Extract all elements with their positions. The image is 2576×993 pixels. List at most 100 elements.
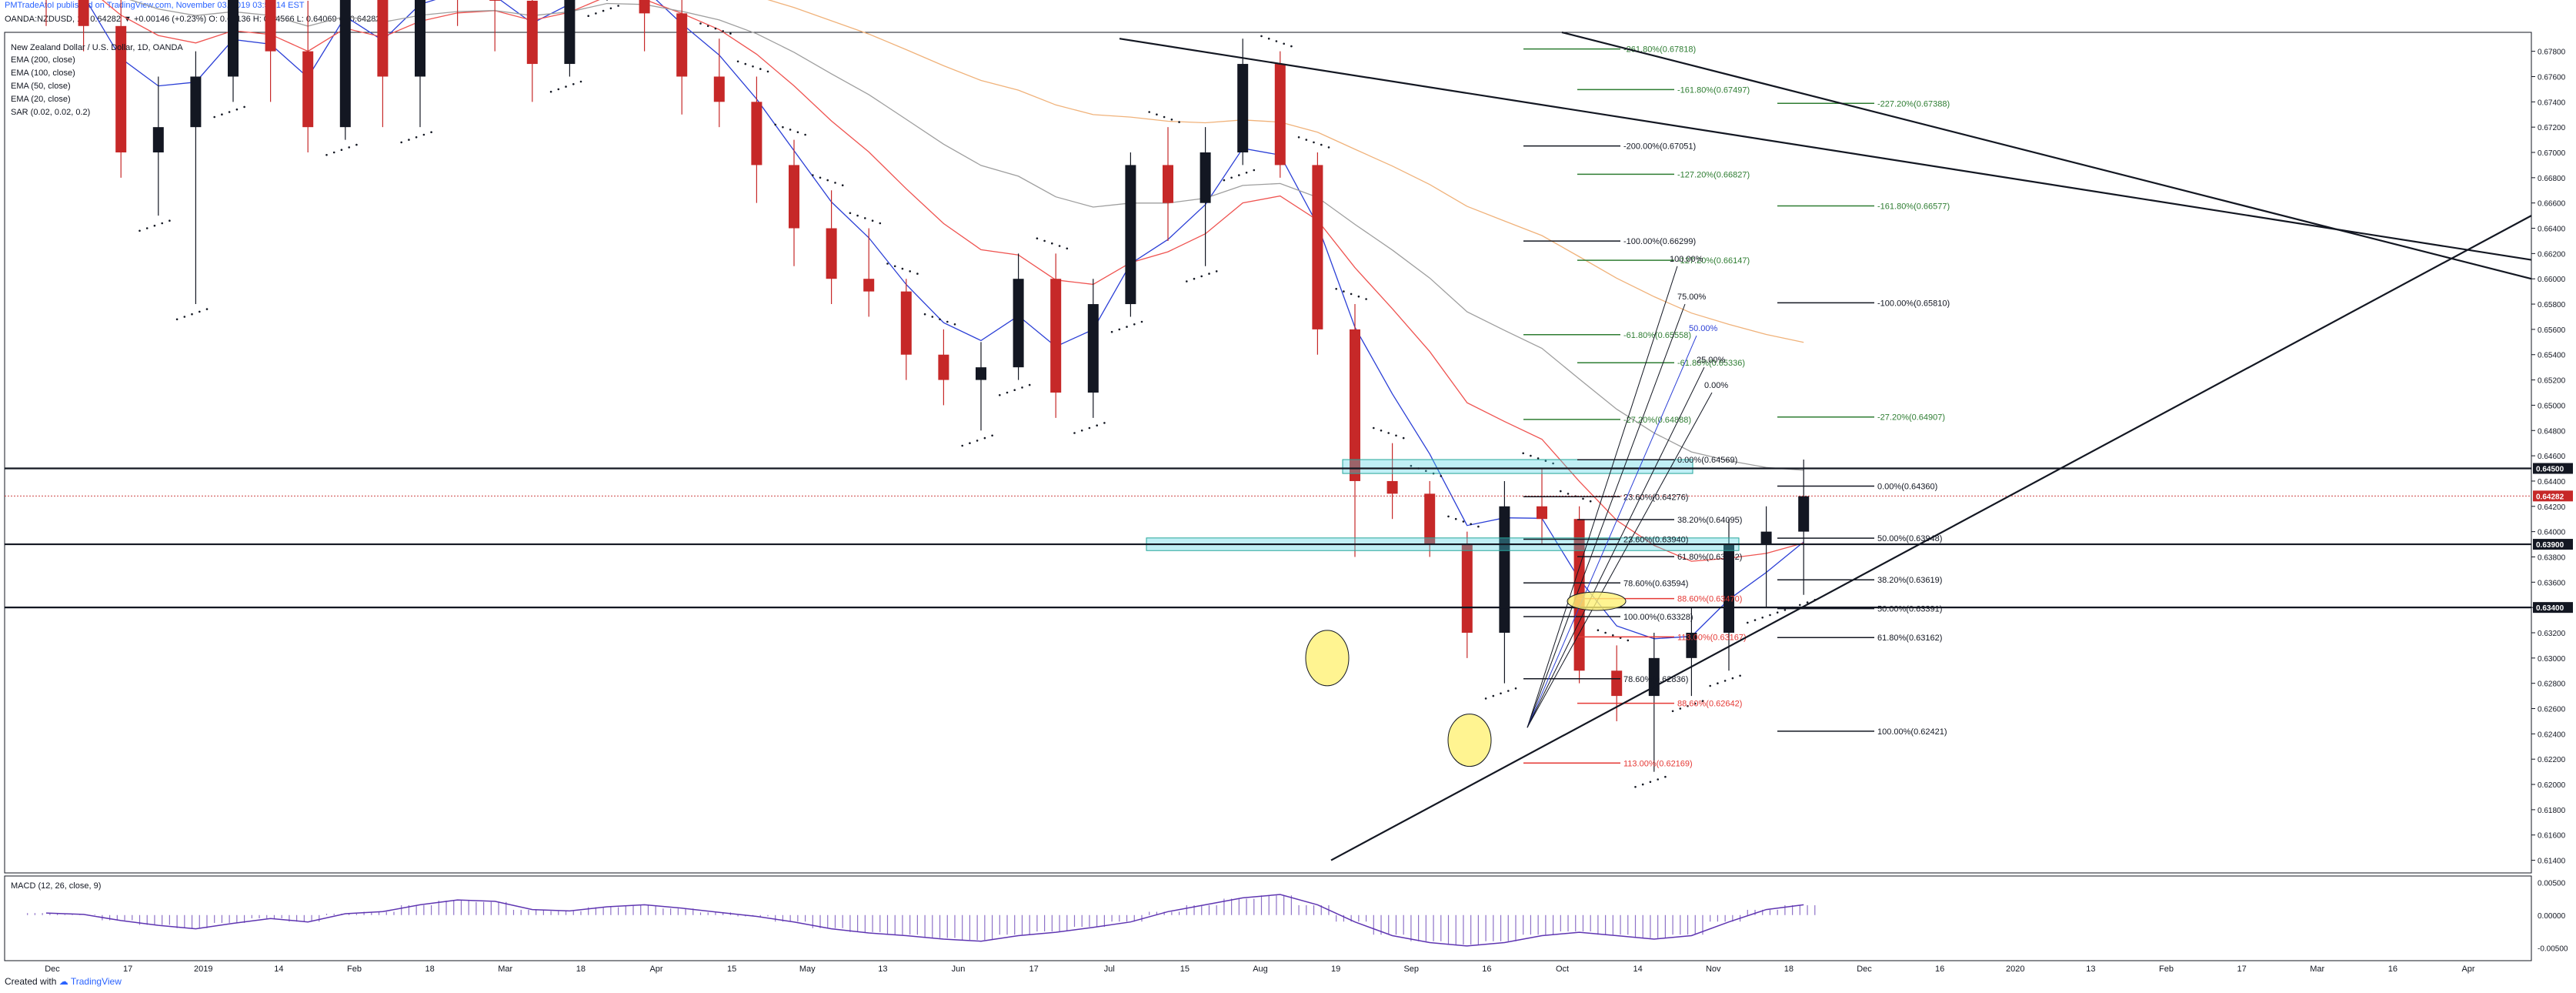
highlight-ellipse[interactable] — [1447, 714, 1492, 767]
sar-dot — [199, 310, 201, 313]
sar-dot — [826, 179, 829, 182]
price-tag — [2533, 539, 2573, 550]
y-tick-label: 0.66400 — [2538, 226, 2566, 234]
candle-body — [1499, 506, 1510, 633]
macd-line — [45, 894, 1804, 947]
sar-dot — [1612, 634, 1614, 637]
y-tick-label: 0.62600 — [2538, 706, 2566, 714]
x-tick-label: Jun — [952, 965, 966, 974]
x-tick-label: 15 — [727, 965, 736, 974]
sar-dot — [1200, 275, 1203, 278]
candle-body — [639, 0, 650, 14]
sar-dot — [1784, 609, 1787, 611]
sar-dot — [804, 133, 806, 136]
candle-body — [302, 51, 314, 128]
sar-dot — [1657, 778, 1659, 781]
x-tick-label: 18 — [576, 965, 586, 974]
sar-dot — [774, 123, 776, 126]
sar-dot — [841, 184, 844, 186]
fan-line[interactable] — [1527, 335, 1697, 728]
sar-dot — [1799, 603, 1801, 607]
created-with-label: Created with — [5, 976, 57, 987]
fan-line[interactable] — [1527, 366, 1705, 728]
sar-dot — [714, 27, 717, 30]
sar-dot — [1462, 520, 1465, 523]
sar-dot — [722, 30, 724, 32]
sar-dot — [1066, 247, 1069, 250]
y-tick-label: 0.66200 — [2538, 250, 2566, 259]
sar-dot — [1664, 775, 1667, 778]
highlight-ellipse[interactable] — [1567, 591, 1627, 611]
fan-line[interactable] — [1527, 266, 1678, 728]
macd-title[interactable]: MACD (12, 26, close, 9) — [11, 881, 102, 891]
y-tick-label: 0.67600 — [2538, 73, 2566, 82]
x-tick-label: 18 — [1784, 965, 1794, 974]
fib-level-label: 50.00%(0.63948) — [1877, 534, 1942, 543]
sar-dot — [1687, 704, 1689, 707]
sar-dot — [602, 9, 605, 12]
indicator-sar[interactable]: SAR (0.02, 0.02, 0.2) — [11, 108, 91, 117]
x-tick-label: 16 — [1482, 965, 1491, 974]
support-resistance-zone[interactable] — [1342, 459, 1693, 474]
candle-body — [1237, 64, 1249, 152]
sar-dot — [325, 154, 328, 156]
macd-y-label: 0.00500 — [2538, 879, 2566, 888]
indicator-ema20[interactable]: EMA (20, close) — [11, 95, 71, 104]
candle-body — [1200, 152, 1211, 203]
sar-dot — [565, 85, 567, 88]
sar-dot — [931, 316, 934, 318]
sar-dot — [1245, 172, 1248, 174]
highlight-ellipse[interactable] — [1305, 630, 1350, 687]
sar-dot — [1723, 680, 1727, 682]
sar-dot — [864, 217, 866, 219]
x-tick-label: Dec — [1857, 965, 1872, 974]
sar-dot — [1208, 272, 1210, 275]
sar-dot — [1073, 432, 1076, 434]
sar-dot — [916, 272, 919, 275]
sar-dot — [1753, 619, 1757, 621]
candle-body — [900, 291, 912, 355]
y-tick-label: 0.65400 — [2538, 352, 2566, 360]
descending-trendline[interactable] — [1119, 38, 2532, 261]
candle-body — [1087, 304, 1099, 393]
sar-dot — [1731, 677, 1734, 680]
fan-line[interactable] — [1527, 392, 1713, 728]
sar-dot — [893, 265, 896, 268]
sar-dot — [191, 313, 193, 316]
sar-dot — [161, 222, 163, 225]
sar-dot — [706, 25, 709, 28]
fan-line[interactable] — [1527, 303, 1686, 728]
indicator-ema100[interactable]: EMA (100, close) — [11, 69, 75, 78]
fan-label: 25.00% — [1697, 356, 1726, 365]
sar-dot — [1110, 330, 1113, 333]
sar-dot — [617, 5, 619, 7]
sar-dot — [1103, 422, 1106, 424]
sar-dot — [991, 434, 993, 437]
x-tick-label: Mar — [498, 965, 512, 974]
sar-dot — [1021, 386, 1023, 389]
fib-level-label: 78.60%(0.62836) — [1623, 675, 1688, 684]
price-tag — [2533, 602, 2573, 614]
x-tick-label: 13 — [878, 965, 887, 974]
sar-dot — [1582, 497, 1584, 500]
candle-body — [863, 279, 875, 292]
ascending-trendline[interactable] — [1330, 215, 2532, 861]
fib-level-label: -127.20%(0.66827) — [1677, 170, 1750, 179]
sar-dot — [789, 129, 792, 131]
indicator-ema50[interactable]: EMA (50, close) — [11, 82, 71, 91]
fib-level-label: -127.20%(0.66147) — [1677, 256, 1750, 266]
indicator-ema200[interactable]: EMA (200, close) — [11, 55, 75, 65]
sar-dot — [901, 267, 904, 270]
x-tick-label: 2020 — [2006, 965, 2024, 974]
y-tick-label: 0.63000 — [2538, 655, 2566, 664]
tradingview-brand[interactable]: TradingView — [70, 976, 122, 987]
sar-dot — [1043, 239, 1046, 242]
sar-dot — [766, 70, 769, 73]
candle-body — [1723, 544, 1734, 633]
sar-dot — [1290, 45, 1293, 48]
upper-channel-line[interactable] — [1561, 31, 2532, 280]
y-tick-label: 0.67400 — [2538, 99, 2566, 107]
sar-dot — [946, 320, 949, 323]
fib-level-label: -27.20%(0.64888) — [1623, 416, 1691, 425]
